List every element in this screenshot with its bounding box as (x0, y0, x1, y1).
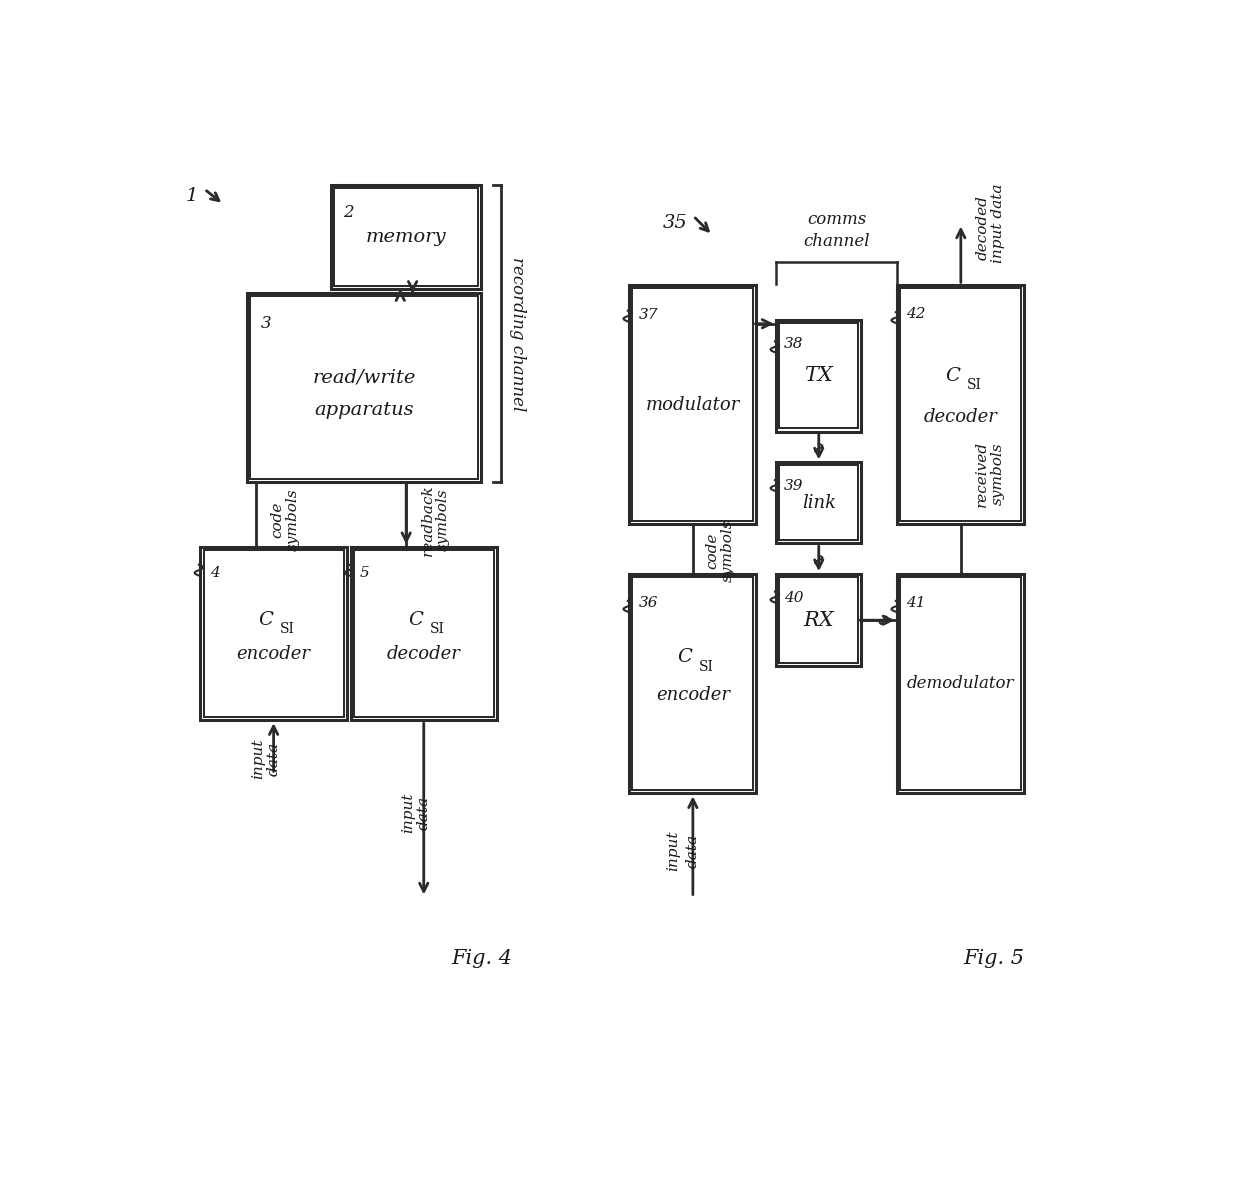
Text: input: input (252, 739, 265, 779)
Text: 2: 2 (343, 205, 353, 221)
Text: 3: 3 (260, 314, 272, 332)
Text: read/write: read/write (312, 369, 415, 387)
Bar (331, 186, 481, 289)
Text: SI: SI (280, 622, 295, 635)
Text: data: data (686, 834, 699, 869)
Bar (630, 286, 756, 524)
Text: symbols: symbols (436, 489, 450, 551)
Text: memory: memory (366, 228, 446, 246)
Bar (776, 574, 861, 666)
Text: input: input (667, 831, 681, 871)
Text: TX: TX (805, 367, 833, 386)
Text: 42: 42 (906, 307, 926, 321)
Text: decoder: decoder (387, 645, 461, 664)
Text: channel: channel (804, 233, 870, 250)
Bar (900, 288, 1022, 521)
Text: encoder: encoder (237, 645, 310, 664)
Text: input: input (402, 793, 415, 833)
Text: SI: SI (699, 659, 714, 674)
Bar (632, 577, 754, 790)
Text: code: code (270, 502, 285, 538)
Text: code: code (706, 533, 719, 569)
Text: symbols: symbols (991, 443, 1004, 506)
Bar (780, 577, 858, 663)
Text: Fig. 5: Fig. 5 (963, 950, 1024, 969)
Text: recording channel: recording channel (510, 257, 526, 411)
Text: 37: 37 (639, 308, 658, 322)
Bar (249, 296, 479, 478)
Text: link: link (802, 494, 836, 512)
Text: 39: 39 (784, 480, 804, 494)
Text: 38: 38 (784, 337, 804, 351)
Bar (898, 574, 1024, 794)
Text: 36: 36 (639, 595, 658, 609)
Text: 4: 4 (210, 566, 219, 581)
Text: C: C (678, 649, 693, 666)
Text: 41: 41 (906, 595, 926, 609)
Bar (351, 547, 497, 720)
Text: readback: readback (420, 484, 435, 556)
Bar (776, 320, 861, 432)
Text: data: data (267, 741, 280, 776)
Text: modulator: modulator (646, 395, 740, 414)
Text: 40: 40 (784, 591, 804, 605)
Text: symbols: symbols (720, 520, 734, 582)
Text: 5: 5 (360, 566, 370, 581)
Text: C: C (946, 367, 961, 384)
Bar (247, 293, 481, 482)
Bar (630, 574, 756, 794)
Bar (335, 188, 479, 286)
Text: C: C (258, 610, 273, 628)
Text: input data: input data (991, 184, 1004, 263)
Text: data: data (417, 796, 430, 829)
Text: demodulator: demodulator (908, 675, 1014, 693)
Text: RX: RX (804, 610, 835, 630)
Bar (898, 286, 1024, 524)
Bar (353, 550, 494, 718)
Bar (203, 550, 343, 718)
Text: decoder: decoder (924, 407, 998, 426)
Bar (900, 577, 1022, 790)
Text: decoded: decoded (976, 195, 990, 259)
Bar (632, 288, 754, 521)
Bar (780, 322, 858, 428)
Text: apparatus: apparatus (314, 401, 414, 419)
Text: encoder: encoder (656, 685, 730, 703)
Bar (776, 463, 861, 543)
Text: Fig. 4: Fig. 4 (451, 950, 512, 969)
Text: SI: SI (430, 622, 445, 635)
Text: comms: comms (807, 212, 867, 228)
Text: SI: SI (967, 378, 982, 393)
Bar (780, 465, 858, 540)
Text: C: C (409, 610, 424, 628)
Text: symbols: symbols (286, 489, 300, 551)
Text: 35: 35 (663, 214, 688, 232)
Text: 1: 1 (186, 187, 198, 205)
Bar (201, 547, 347, 720)
Text: received: received (976, 441, 990, 507)
